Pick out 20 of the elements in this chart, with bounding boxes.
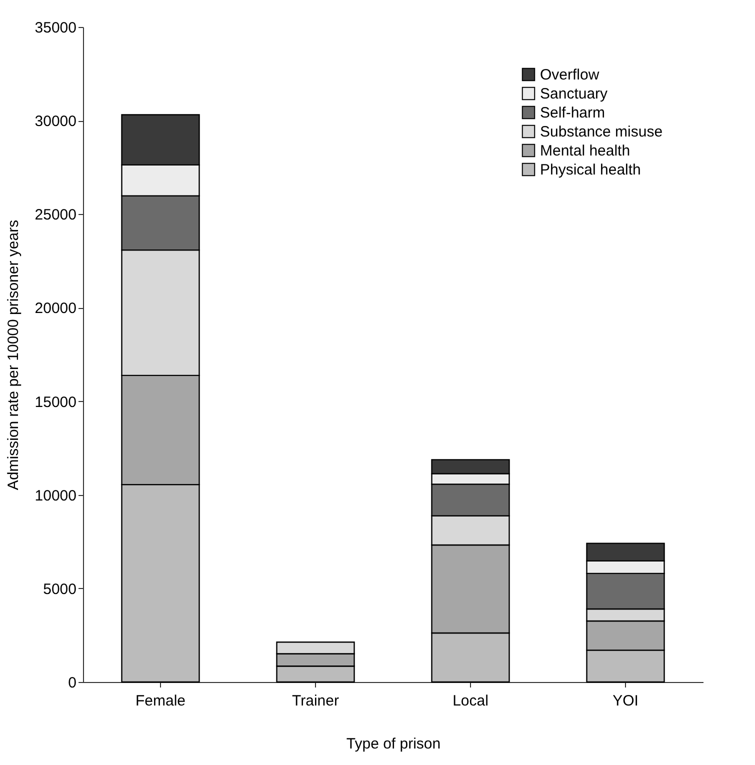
y-tick-label: 10000 <box>34 487 76 504</box>
legend-label: Overflow <box>540 66 600 84</box>
legend-label: Sanctuary <box>540 86 608 102</box>
x-tick-label: Female <box>135 692 186 710</box>
y-tick-label: 30000 <box>34 113 76 130</box>
x-tick-label: YOI <box>612 692 638 710</box>
y-tick-label: 25000 <box>34 206 76 224</box>
x-tick-label: Trainer <box>292 692 339 710</box>
legend-label: Substance misuse <box>540 124 663 140</box>
y-tick-label: 5000 <box>43 580 76 598</box>
y-tick-label: 15000 <box>34 394 76 411</box>
legend-label: Mental health <box>540 142 630 160</box>
x-tick-label: Local <box>452 692 488 710</box>
legend-label: Physical health <box>540 162 641 178</box>
y-tick-label: 35000 <box>34 20 76 36</box>
x-axis-title: Type of prison <box>346 736 441 752</box>
y-axis-title: Admission rate per 10000 prisoner years <box>4 220 22 490</box>
y-tick-label: 0 <box>68 674 76 692</box>
legend-label: Self-harm <box>540 104 606 122</box>
y-tick-label: 20000 <box>34 300 76 318</box>
